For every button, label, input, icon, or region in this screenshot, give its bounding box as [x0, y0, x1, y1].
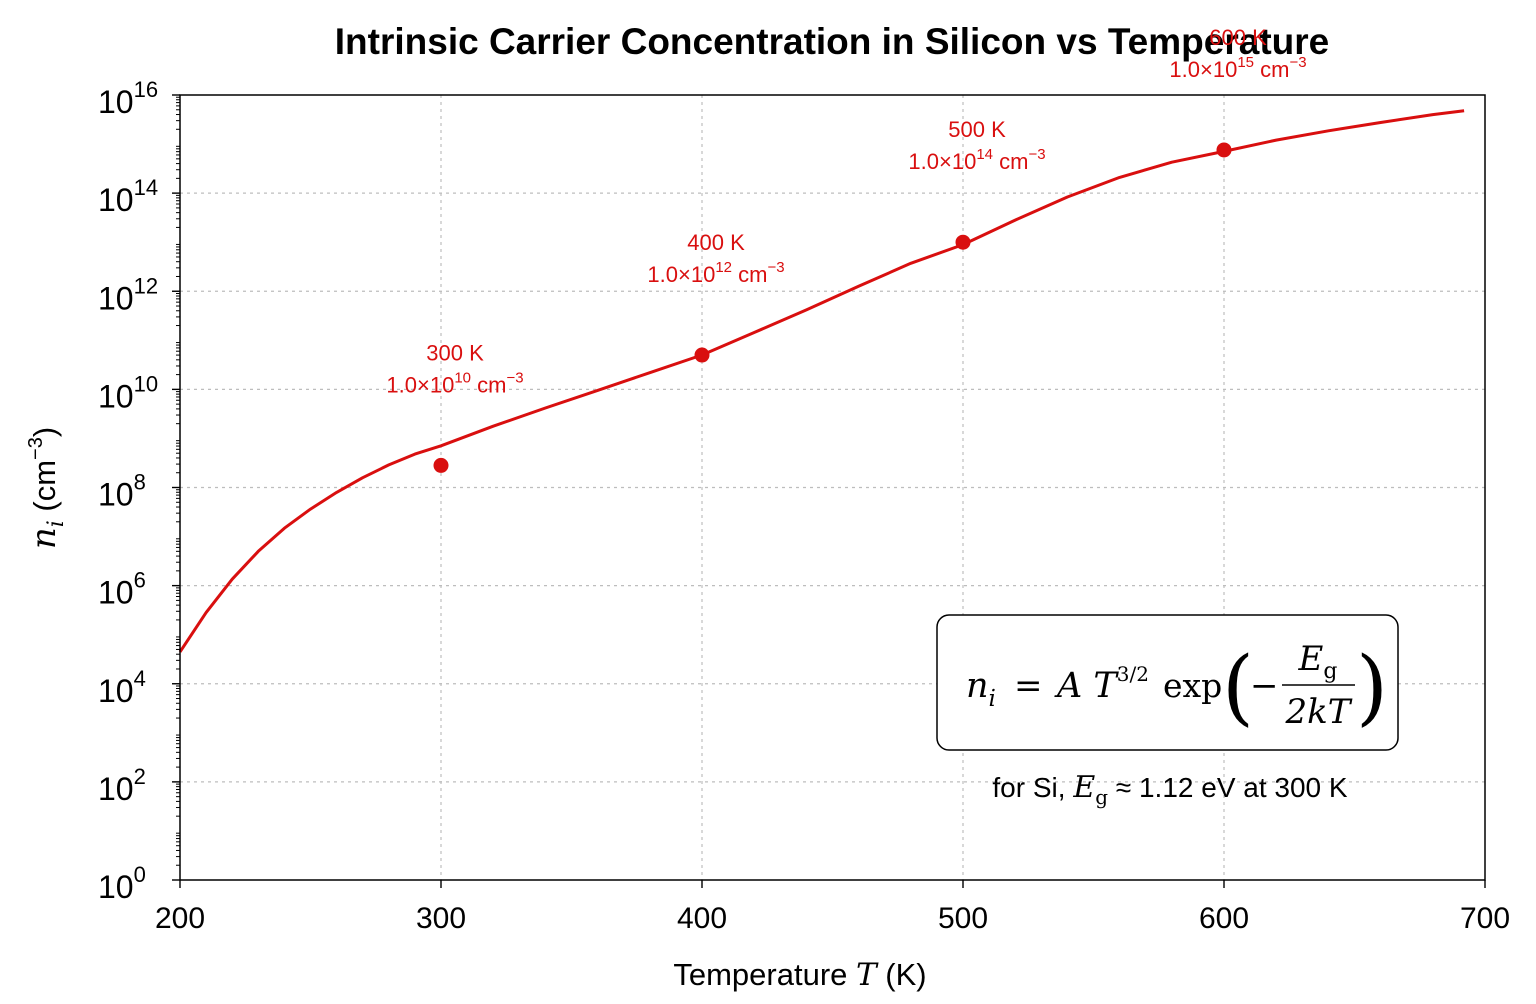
annotation-value-400: 1.0×1012 cm−3 [647, 259, 784, 287]
annotation-title-300: 300 K [426, 340, 484, 365]
data-point-500 [955, 234, 971, 250]
y-axis-label: ni (cm−3) [24, 427, 69, 549]
grid [180, 95, 1485, 880]
formula-lhs: ni [966, 666, 996, 712]
formula-numerator: Eg [1298, 639, 1338, 684]
data-point-400 [694, 347, 710, 363]
annotation-title-500: 500 K [948, 117, 1006, 142]
plot-area [178, 109, 1465, 653]
y-tick-label: 1016 [98, 77, 158, 120]
y-tick-label: 108 [98, 470, 146, 513]
markers [433, 142, 1232, 473]
annotation-value-600: 1.0×1015 cm−3 [1169, 54, 1306, 82]
formula-paren-close: ) [1356, 640, 1388, 735]
data-point-300 [433, 457, 449, 473]
annotation-title-400: 400 K [687, 230, 745, 255]
annotation-value-500: 1.0×1014 cm−3 [908, 146, 1045, 174]
y-tick-label: 1012 [98, 273, 158, 316]
y-axis: 100 102 104 106 108 1010 1012 1014 1016 [98, 77, 180, 905]
y-tick-label: 102 [98, 764, 146, 807]
y-tick-label: 1014 [98, 175, 158, 218]
formula-equals: = [1014, 666, 1043, 706]
marker-labels: 300 K 1.0×1010 cm−3 400 K 1.0×1012 cm−3 500 … [386, 25, 1306, 397]
formula-exp: exp [1163, 666, 1222, 705]
x-tick-label: 700 [1460, 902, 1510, 935]
annotation-title-600: 600 K [1209, 25, 1267, 50]
x-tick-label: 400 [677, 902, 727, 935]
x-axis: 200 300 400 500 600 700 [155, 880, 1510, 935]
formula-minus: − [1250, 666, 1279, 706]
formula-coef: A T3/2 [1054, 662, 1149, 706]
annotation-value-300: 1.0×1010 cm−3 [386, 369, 523, 397]
y-tick-label: 106 [98, 568, 146, 611]
x-tick-label: 600 [1199, 902, 1249, 935]
x-axis-label: Temperature T (K) [673, 957, 926, 993]
formula-note: for Si, Eg ≈ 1.12 eV at 300 K [992, 770, 1347, 809]
formula-denominator: 2kT [1285, 692, 1353, 732]
chart-title: Intrinsic Carrier Concentration in Silic… [335, 21, 1329, 62]
y-tick-label: 104 [98, 666, 146, 709]
data-point-600 [1216, 142, 1232, 158]
series-line [178, 109, 1465, 653]
y-tick-label: 100 [98, 862, 146, 905]
formula-box: ni = A T3/2 exp ( − Eg 2kT ) [936, 614, 1399, 751]
x-tick-label: 500 [938, 902, 988, 935]
formula-paren-open: ( [1222, 640, 1254, 735]
y-tick-label: 1010 [98, 371, 158, 414]
formula-box-frame [936, 614, 1399, 751]
x-tick-label: 200 [155, 902, 205, 935]
x-tick-label: 300 [416, 902, 466, 935]
